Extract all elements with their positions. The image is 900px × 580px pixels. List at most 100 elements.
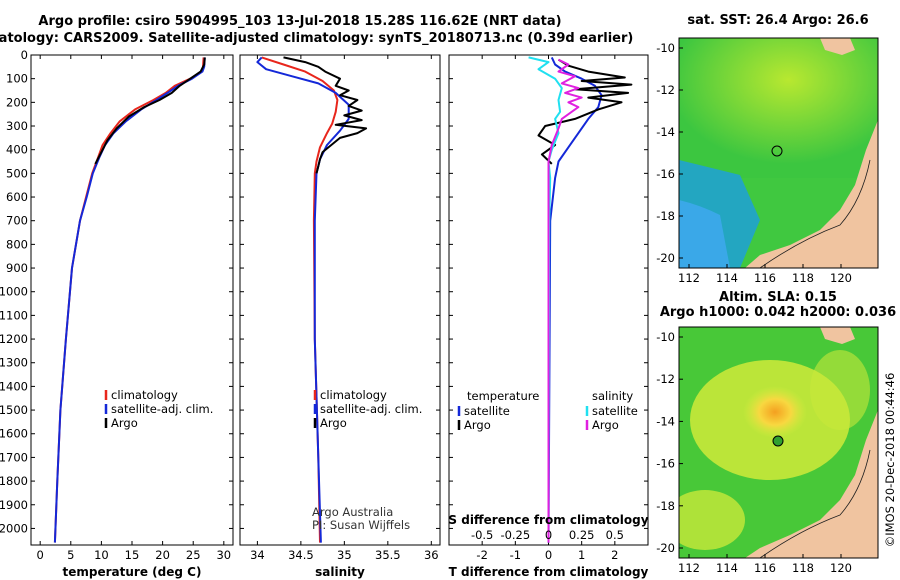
x-tick-label: 25 xyxy=(186,548,201,562)
s-tick-label: 0.25 xyxy=(569,528,595,542)
map-y-tick-label: -12 xyxy=(656,372,675,386)
depth-tick-label: 1900 xyxy=(0,498,28,512)
legend-title-temperature: temperature xyxy=(467,389,539,403)
x-tick-label: 10 xyxy=(94,548,109,562)
sst-warm-band xyxy=(679,38,878,178)
salinity-frame xyxy=(239,54,441,546)
legend-label: satellite-adj. clim. xyxy=(320,402,422,416)
map-x-tick-label: 118 xyxy=(792,271,814,285)
island-coast-2 xyxy=(820,327,855,344)
map-y-tick-label: -16 xyxy=(656,167,675,181)
legend-label: Argo xyxy=(592,418,619,432)
map-y-tick-label: -16 xyxy=(656,457,675,471)
difference-panel: -2 -1 0 1 2 T difference from climatology temp… xyxy=(448,54,649,579)
x-tick-label: -2 xyxy=(476,548,487,562)
map-x-tick-label: 120 xyxy=(830,561,852,575)
map-x-tick-label: 116 xyxy=(754,271,776,285)
legend-label: Argo xyxy=(464,418,491,432)
temperature-frame xyxy=(30,54,234,546)
temperature-series-argo xyxy=(94,57,206,165)
s-tick-label: 0.5 xyxy=(606,528,624,542)
depth-tick-label: 900 xyxy=(6,261,28,275)
difference-series-s-argo xyxy=(547,58,583,543)
argo-float-marker-2 xyxy=(772,435,784,447)
legend-label: climatology xyxy=(111,388,178,402)
legend-label: climatology xyxy=(320,388,387,402)
map-y-tick-label: -10 xyxy=(656,330,675,344)
depth-tick-label: 0 xyxy=(21,48,28,62)
difference-xlabel: T difference from climatology xyxy=(449,565,649,579)
sst-map: sat. SST: 26.4 Argo: 26.6 -10-12-14-16-1… xyxy=(656,13,879,285)
x-tick-label: 5 xyxy=(67,548,74,562)
x-tick-label: 2 xyxy=(611,548,618,562)
legend-label: satellite xyxy=(464,404,510,418)
depth-tick-label: 200 xyxy=(6,95,28,109)
depth-tick-label: 700 xyxy=(6,214,28,228)
temperature-xlabel: temperature (deg C) xyxy=(63,565,202,579)
depth-tick-label: 1100 xyxy=(0,308,28,322)
depth-tick-label: 1400 xyxy=(0,379,28,393)
x-tick-label: 20 xyxy=(155,548,170,562)
sst-map-title: sat. SST: 26.4 Argo: 26.6 xyxy=(687,13,868,28)
salinity-series-satellite-adj-clim- xyxy=(256,56,350,543)
copyright-stamp: ©IMOS 20-Dec-2018 00:44:46 xyxy=(883,373,897,548)
sla-high-zone-3 xyxy=(810,350,870,430)
x-tick-label: 34.5 xyxy=(288,548,314,562)
map-y-tick-label: -14 xyxy=(656,125,675,139)
legend-label: satellite-adj. clim. xyxy=(111,402,213,416)
depth-tick-label: 300 xyxy=(6,119,28,133)
credit-text: Argo Australia xyxy=(312,505,393,519)
x-tick-label: 35 xyxy=(337,548,352,562)
map-x-tick-label: 120 xyxy=(830,271,852,285)
sla-peak xyxy=(743,386,807,438)
s-tick-label: 0 xyxy=(545,528,552,542)
x-tick-label: 0 xyxy=(37,548,44,562)
difference-series-t-satellite xyxy=(547,56,603,543)
australia-coast xyxy=(745,38,878,268)
map-y-tick-label: -12 xyxy=(656,83,675,97)
depth-tick-label: 2000 xyxy=(0,521,28,535)
map-x-tick-label: 114 xyxy=(716,271,738,285)
sst-map-frame xyxy=(678,37,879,269)
s-tick-label: -0.5 xyxy=(471,528,493,542)
depth-tick-label: 500 xyxy=(6,166,28,180)
depth-tick-label: 1200 xyxy=(0,332,28,346)
difference-series-t-argo xyxy=(537,58,633,165)
depth-tick-label: 1600 xyxy=(0,427,28,441)
map-x-tick-label: 112 xyxy=(678,271,700,285)
depth-tick-label: 1800 xyxy=(0,474,28,488)
x-tick-label: 15 xyxy=(125,548,140,562)
title-line-2: Climatology: CARS2009. Satellite-adjuste… xyxy=(0,31,633,46)
x-tick-label: 35.5 xyxy=(375,548,401,562)
legend-label: Argo xyxy=(111,416,138,430)
shelf-contour xyxy=(759,159,871,268)
depth-tick-label: 600 xyxy=(6,190,28,204)
island-coast xyxy=(820,38,855,55)
map-x-tick-label: 112 xyxy=(678,561,700,575)
temperature-panel: 0100200300400500600700800900100011001200… xyxy=(0,48,234,579)
credit-text: PI: Susan Wijffels xyxy=(312,518,410,532)
s-tick-label: -0.25 xyxy=(500,528,530,542)
shelf-contour-2 xyxy=(759,449,871,558)
depth-tick-label: 400 xyxy=(6,143,28,157)
salinity-xlabel: salinity xyxy=(315,565,365,579)
legend-title-salinity: salinity xyxy=(592,389,633,403)
depth-tick-label: 800 xyxy=(6,237,28,251)
map-x-tick-label: 114 xyxy=(716,561,738,575)
sla-high-zone-2 xyxy=(679,490,745,550)
salinity-panel: 34 34.5 35 35.5 36 salinity climatologysatelli… xyxy=(239,54,441,579)
map-y-tick-label: -18 xyxy=(656,209,675,223)
map-x-tick-label: 118 xyxy=(792,561,814,575)
x-tick-label: 34 xyxy=(250,548,265,562)
map-x-tick-label: 116 xyxy=(754,561,776,575)
sla-title-line-1: Altim. SLA: 0.15 xyxy=(719,290,837,305)
x-tick-label: 36 xyxy=(424,548,439,562)
salinity-series-argo xyxy=(283,56,368,174)
argo-float-marker xyxy=(771,145,783,157)
australia-coast-2 xyxy=(745,327,878,558)
map-y-tick-label: -20 xyxy=(656,251,675,265)
x-tick-label: 1 xyxy=(578,548,585,562)
